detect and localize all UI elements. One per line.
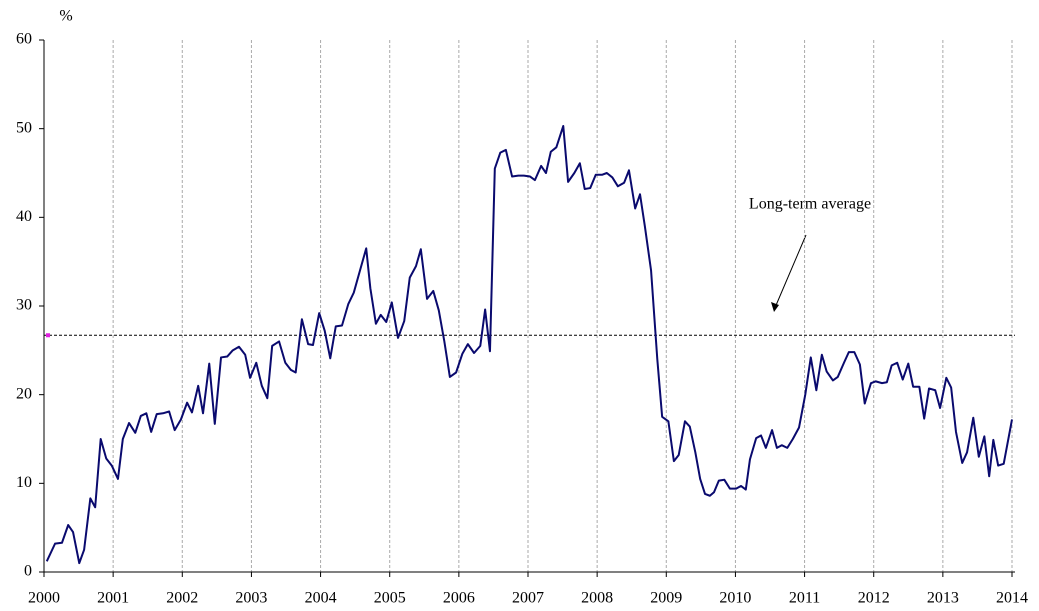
y-tick-label: 60 [16, 31, 32, 48]
x-tick-label: 2000 [28, 590, 60, 607]
y-tick-label: 30 [16, 297, 32, 314]
annotation: Long-term average [749, 196, 871, 213]
x-tick-label: 2013 [927, 590, 959, 607]
x-tick-label: 2006 [443, 590, 475, 607]
y-axis-label: % [59, 8, 72, 25]
x-tick-label: 2008 [581, 590, 613, 607]
x-tick-label: 2005 [374, 590, 406, 607]
x-tick-label: 2004 [305, 590, 337, 607]
x-tick-label: 2002 [166, 590, 198, 607]
y-tick-label: 10 [16, 474, 32, 491]
x-tick-label: 2003 [235, 590, 267, 607]
x-tick-label: 2001 [97, 590, 129, 607]
x-tick-label: 2007 [512, 590, 544, 607]
x-tick-label: 2011 [789, 590, 820, 607]
line-series [45, 125, 1013, 565]
x-tick-label: 2014 [996, 590, 1028, 607]
reference-marker [46, 333, 50, 338]
y-tick-label: 20 [16, 385, 32, 402]
y-tick-label: 50 [16, 119, 32, 136]
annotation-arrowhead [771, 302, 779, 312]
x-tick-label: 2009 [650, 590, 682, 607]
y-tick-label: 40 [16, 208, 32, 225]
annotation-arrow [773, 234, 807, 311]
x-tick-label: 2012 [858, 590, 890, 607]
y-tick-label: 0 [24, 563, 32, 580]
x-tick-label: 2010 [719, 590, 751, 607]
